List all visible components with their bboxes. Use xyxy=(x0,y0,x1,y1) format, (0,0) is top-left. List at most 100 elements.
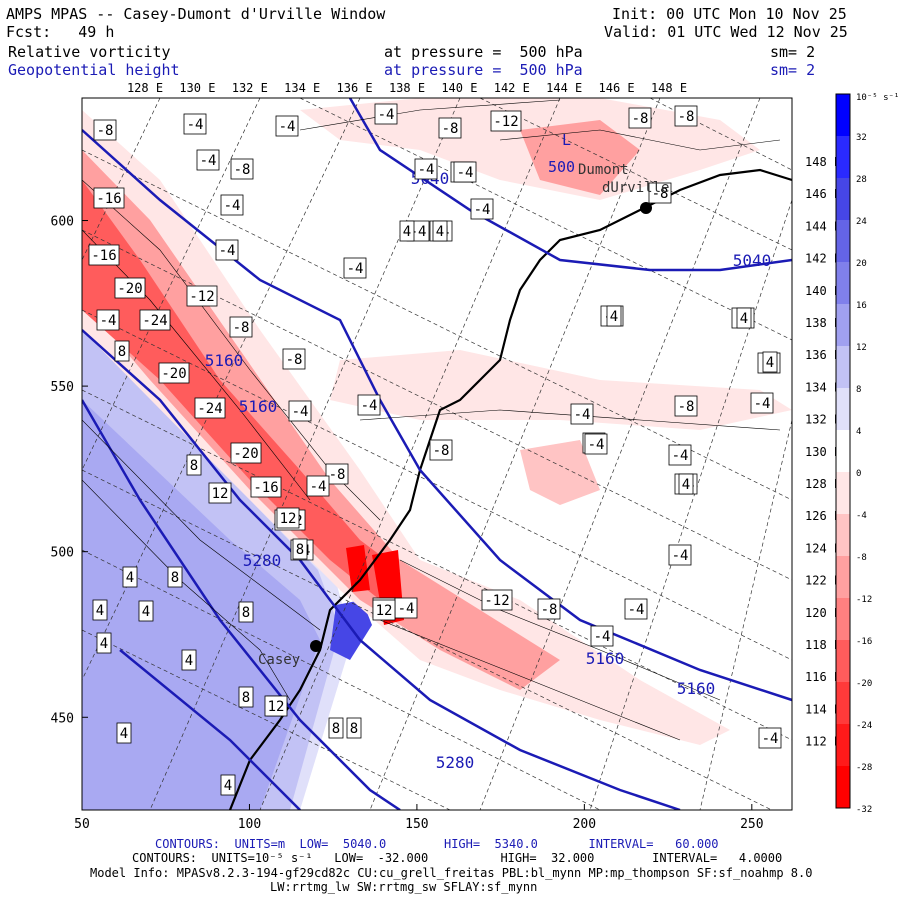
vorticity-label-40: -4 xyxy=(672,448,689,464)
field2-level: at pressure = 500 hPa xyxy=(384,61,583,79)
vorticity-label-13: -8 xyxy=(652,186,669,202)
vorticity-label-51: -4 xyxy=(100,313,117,329)
colorbar-swatch-10 xyxy=(836,514,850,557)
vorticity-label-5: -12 xyxy=(493,114,518,130)
vorticity-label-box-48 xyxy=(343,257,367,279)
top-lon-label-6: 140 E xyxy=(441,81,477,95)
height-label-5: 5160 xyxy=(677,679,716,698)
top-lon-label-3: 134 E xyxy=(284,81,320,95)
vorticity-label-28: -8 xyxy=(329,467,346,483)
vorticity-label-58: 4 xyxy=(436,224,444,240)
vorticity-label-61: 4 xyxy=(740,311,748,327)
colorbar-label-0: 32 xyxy=(856,133,867,143)
latlon-grid xyxy=(82,98,792,810)
low-center-value: 500 xyxy=(548,158,575,176)
vorticity-label-box-70 xyxy=(114,340,130,362)
height-contours xyxy=(82,98,792,810)
right-lon-label-18: 112 E xyxy=(805,735,841,749)
y-tick-label-0: 450 xyxy=(51,711,74,726)
vorticity-label-59: 4 xyxy=(610,309,618,325)
vorticity-label-21: -24 xyxy=(197,401,222,417)
vorticity-label-50: -4 xyxy=(574,407,591,423)
colorbar-swatch-12 xyxy=(836,598,850,641)
vorticity-label-box-59 xyxy=(606,305,622,327)
height-label-7: 5280 xyxy=(436,753,475,772)
vorticity-label-4: -8 xyxy=(442,121,459,137)
colorbar-frame xyxy=(835,93,851,809)
colorbar-label-8: 0 xyxy=(856,469,861,479)
colorbar-label-14: -24 xyxy=(856,721,872,731)
vorticity-label-box-31 xyxy=(750,392,774,414)
init-time: Init: 00 UTC Mon 10 Nov 25 xyxy=(612,5,847,23)
vorticity-label-box-71 xyxy=(167,566,183,588)
low-center-marker: L xyxy=(562,131,571,149)
vorticity-label-box-40 xyxy=(668,444,692,466)
vorticity-label-box-79 xyxy=(208,482,232,504)
vorticity-label-54: -4 xyxy=(588,437,605,453)
vorticity-label-18: -12 xyxy=(189,289,214,305)
colorbar-swatch-0 xyxy=(836,94,850,137)
vorticity-label-box-60 xyxy=(678,473,694,495)
contour-labels: 50405040516051605160516052805280-8-4-4-4… xyxy=(88,103,782,796)
vorticity-label-31: -4 xyxy=(754,396,771,412)
negative-vorticity-north-core xyxy=(520,120,640,195)
top-longitude-labels: 128 E 130 E 132 E 134 E 136 E 138 E 140 E 142 E… xyxy=(127,81,687,95)
dumont-durville-label-line1: Dumont xyxy=(578,162,629,178)
vorticity-label-box-68 xyxy=(116,722,132,744)
vorticity-label-34: -4 xyxy=(628,602,645,618)
vorticity-label-16: -20 xyxy=(117,281,142,297)
vorticity-label-box-25 xyxy=(282,348,306,370)
colorbar-label-4: 16 xyxy=(856,301,867,311)
negative-vorticity-east xyxy=(520,440,600,505)
vorticity-label-38: -4 xyxy=(457,165,474,181)
vorticity-label-box-17 xyxy=(139,309,171,331)
vorticity-label-67: 4 xyxy=(185,653,193,669)
casey-label: Casey xyxy=(258,652,300,668)
vorticity-label-71: 8 xyxy=(171,570,179,586)
right-lon-label-16: 116 E xyxy=(805,670,841,684)
vorticity-label-box-61 xyxy=(736,307,752,329)
vorticity-label-box-8 xyxy=(196,149,220,171)
vorticity-label-26: -4 xyxy=(292,404,309,420)
vorticity-label-box-64 xyxy=(92,599,108,621)
vorticity-label-box-0 xyxy=(93,119,117,141)
vorticity-label-17: -24 xyxy=(142,313,167,329)
right-lon-label-15: 118 E xyxy=(805,638,841,652)
colorbar-label-10: -8 xyxy=(856,553,867,563)
vorticity-label-box-4 xyxy=(438,117,462,139)
vorticity-label-box-72 xyxy=(238,601,254,623)
y-axis: 450 500 550 600 xyxy=(51,215,88,726)
vorticity-label-box-76 xyxy=(346,717,362,739)
x-axis: 50 100 150 200 250 xyxy=(74,804,764,832)
right-lon-label-5: 138 E xyxy=(805,316,841,330)
colorbar-swatch-3 xyxy=(836,220,850,263)
vorticity-label-box-65 xyxy=(138,600,154,622)
vorticity-label-box-10 xyxy=(414,158,438,180)
y-tick-label-3: 600 xyxy=(51,215,74,230)
vorticity-label-62: 4 xyxy=(766,355,774,371)
colorbar-label-15: -28 xyxy=(856,763,872,773)
vorticity-label-box-66 xyxy=(96,632,112,654)
colorbar-swatch-1 xyxy=(836,136,850,179)
plot-title: AMPS MPAS -- Casey-Dumont d'Urville Wind… xyxy=(6,5,386,23)
casey-station-marker xyxy=(310,640,322,652)
vorticity-label-box-50 xyxy=(570,403,594,425)
vorticity-label-box-73 xyxy=(238,686,254,708)
vorticity-label-20: -20 xyxy=(161,366,186,382)
vorticity-label-box-2 xyxy=(275,115,299,137)
vorticity-label-box-16 xyxy=(114,277,146,299)
colorbar-label-1: 28 xyxy=(856,175,867,185)
vorticity-label-box-21 xyxy=(194,397,226,419)
colorbar-swatch-16 xyxy=(836,766,850,809)
vorticity-label-box-6 xyxy=(628,107,652,129)
vorticity-label-box-15 xyxy=(88,244,120,266)
top-lon-label-7: 142 E xyxy=(494,81,530,95)
vorticity-label-box-18 xyxy=(186,285,218,307)
negative-vorticity-band xyxy=(82,150,560,690)
footer-physics-info: LW:rrtmg_lw SW:rrtmg_sw SFLAY:sf_mynn xyxy=(270,880,538,894)
colorbar-swatch-13 xyxy=(836,640,850,683)
right-lon-label-8: 132 E xyxy=(805,413,841,427)
vorticity-label-box-5 xyxy=(490,110,522,132)
vorticity-label-box-14 xyxy=(93,187,125,209)
top-lon-label-2: 132 E xyxy=(232,81,268,95)
